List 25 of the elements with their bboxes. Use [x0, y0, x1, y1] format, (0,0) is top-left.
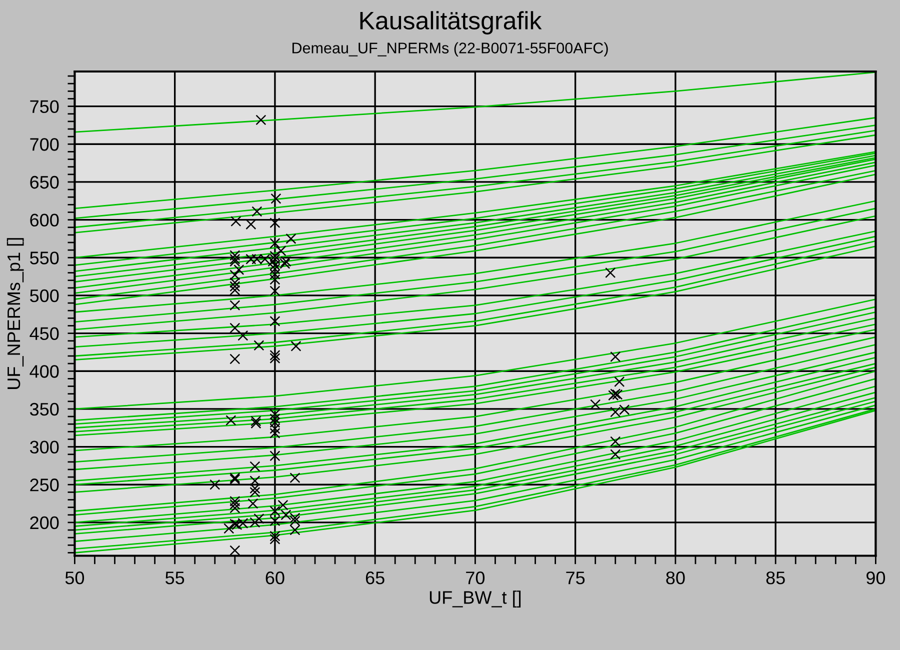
x-tick-label: 60: [266, 572, 284, 584]
x-tick-label: 70: [466, 572, 485, 584]
chart-title: Kausalitätsgrafik: [360, 11, 542, 34]
x-tick-label: 65: [366, 572, 384, 584]
chart-subtitle: Demeau_UF_NPERMs (22-B0071-55F00AFC): [292, 42, 608, 56]
x-tick-label: 85: [766, 572, 785, 584]
x-tick-label: 55: [166, 572, 184, 584]
y-tick-label: 600: [30, 214, 59, 227]
y-tick-label: 400: [30, 365, 59, 378]
y-tick-label: 250: [30, 478, 59, 492]
y-axis-title: UF_NPERMs_p1 []: [6, 238, 24, 389]
x-tick-label: 80: [666, 572, 685, 584]
y-tick-label: 300: [30, 440, 59, 454]
y-tick-label: 350: [30, 402, 59, 416]
y-tick-label: 450: [30, 327, 59, 340]
y-tick-label: 200: [30, 516, 59, 530]
x-tick-label: 50: [65, 572, 84, 584]
y-tick-label: 550: [30, 252, 59, 264]
y-tick-label: 750: [30, 100, 59, 114]
y-tick-label: 700: [30, 138, 59, 151]
y-tick-label: 500: [30, 289, 59, 302]
x-tick-label: 90: [866, 572, 886, 584]
y-tick-label: 650: [30, 176, 59, 189]
x-axis-title: UF_BW_t []: [430, 590, 521, 608]
x-tick-label: 75: [566, 572, 585, 584]
